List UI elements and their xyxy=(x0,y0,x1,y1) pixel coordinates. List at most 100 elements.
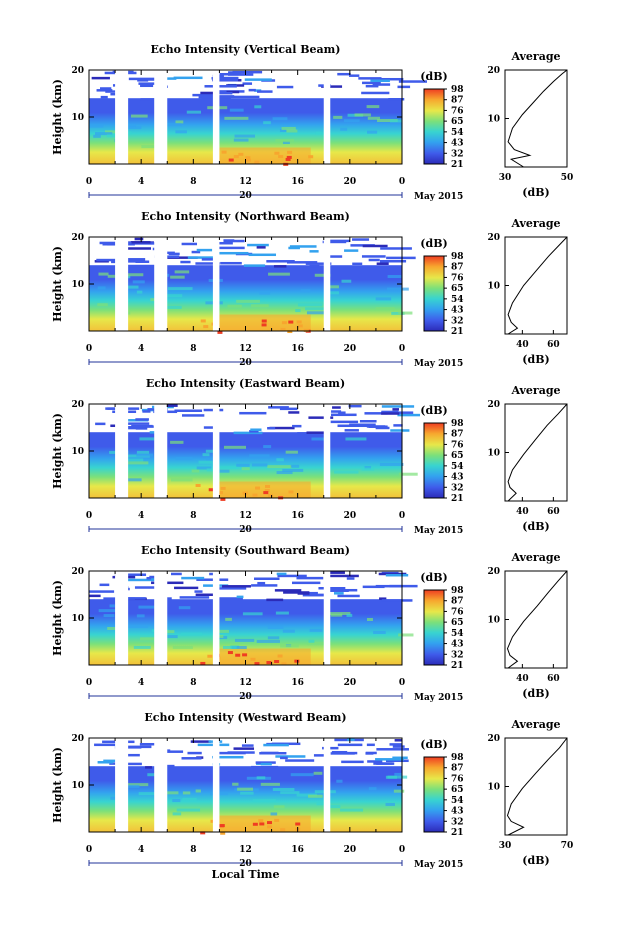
heatmap-cell xyxy=(397,85,411,89)
x-tick-label: 4 xyxy=(138,511,144,521)
heatmap-cell xyxy=(309,264,320,268)
month-label: May 2015 xyxy=(414,860,463,870)
heatmap-cell xyxy=(200,661,206,665)
heatmap-cell xyxy=(158,750,184,753)
heatmap-cell xyxy=(373,630,386,634)
chart-title: Echo Intensity (Vertical Beam) xyxy=(150,43,340,56)
heatmap-cell xyxy=(313,754,328,757)
heatmap-cell xyxy=(376,748,409,751)
heatmap-cell xyxy=(141,145,164,149)
heatmap-cell xyxy=(346,577,355,580)
heatmap-cell xyxy=(227,651,233,655)
x-axis-label: Local Time xyxy=(212,868,280,881)
heatmap-cell xyxy=(308,416,334,419)
heatmap-cell xyxy=(300,289,311,293)
heatmap-cell xyxy=(130,241,151,244)
heatmap-cell xyxy=(331,410,342,413)
heatmap-cell xyxy=(367,760,383,763)
colorbar-tick-label: 43 xyxy=(451,807,464,817)
heatmap-cell xyxy=(380,247,412,250)
heatmap-cell xyxy=(375,758,404,761)
chart-panel-3: Echo Intensity (Eastward Beam) 0 4 8 12 16 20 0… xyxy=(51,377,568,536)
heatmap-cell xyxy=(344,429,359,432)
heatmap-cell xyxy=(280,644,299,648)
heatmap-cell xyxy=(370,79,390,83)
profile-x-tick-label: 30 xyxy=(499,841,512,851)
heatmap-cell xyxy=(93,134,101,138)
data-gap xyxy=(323,237,331,331)
heatmap-cell xyxy=(309,250,319,253)
heatmap-cell xyxy=(280,756,288,760)
x-tick-label: 4 xyxy=(138,678,144,688)
heatmap-cell xyxy=(255,486,261,490)
heatmap-cell xyxy=(260,751,279,755)
heatmap-cell xyxy=(234,638,255,642)
month-label: May 2015 xyxy=(414,693,463,703)
heatmap-cell xyxy=(128,77,158,81)
heatmap-cell xyxy=(292,581,321,585)
heatmap-cell xyxy=(311,437,328,441)
heatmap-cell xyxy=(278,155,284,159)
heatmap-cell xyxy=(398,472,418,476)
heatmap-cell xyxy=(139,437,155,441)
heatmap-cell xyxy=(378,572,407,576)
heatmap-cell xyxy=(237,787,254,791)
chart-title: Echo Intensity (Westward Beam) xyxy=(144,711,346,724)
heatmap-cell xyxy=(195,789,201,793)
heatmap-cell xyxy=(161,77,177,80)
x-tick-label: 0 xyxy=(399,344,405,354)
heatmap-cell xyxy=(158,404,178,407)
heatmap-cell xyxy=(121,126,142,130)
heatmap-cell xyxy=(227,95,260,99)
heatmap-cell xyxy=(236,463,250,467)
profile-y-tick-label: 10 xyxy=(487,616,500,626)
heatmap-cell xyxy=(337,743,363,747)
heatmap-cell xyxy=(171,478,193,482)
y-tick-label: 10 xyxy=(71,113,84,123)
heatmap-cell xyxy=(263,121,271,125)
heatmap-cell xyxy=(329,611,351,615)
heatmap-cell xyxy=(255,761,276,764)
heatmap-cell xyxy=(107,626,117,630)
heatmap-cell xyxy=(224,116,249,120)
heatmap-cell xyxy=(95,132,113,136)
heatmap-cell xyxy=(239,411,267,415)
heatmap-cell xyxy=(260,762,272,766)
heatmap-cell xyxy=(348,404,362,408)
x-tick-label: 0 xyxy=(86,511,92,521)
profile-line xyxy=(507,69,568,168)
heatmap-cell xyxy=(130,114,148,118)
profile-x-tick-label: 40 xyxy=(516,674,529,684)
heatmap-cell xyxy=(196,248,213,252)
heatmap-cell xyxy=(252,822,258,826)
colorbar-tick-label: 21 xyxy=(451,661,464,671)
data-gap xyxy=(154,571,168,665)
heatmap-cell xyxy=(170,440,184,444)
y-tick-label: 10 xyxy=(71,614,84,624)
heatmap-cell xyxy=(200,91,215,95)
heatmap-cell xyxy=(362,585,385,589)
x-tick-label: 20 xyxy=(344,678,357,688)
heatmap-cell xyxy=(344,249,359,252)
heatmap-cell xyxy=(254,577,280,580)
profile-x-label: (dB) xyxy=(522,520,549,533)
heatmap-cell xyxy=(218,629,229,633)
heatmap-cell xyxy=(325,589,349,592)
heatmap-cell xyxy=(98,272,109,276)
heatmap-cell xyxy=(219,72,241,76)
colorbar-tick-label: 43 xyxy=(451,640,464,650)
heatmap-cell xyxy=(121,419,149,422)
heatmap-cell xyxy=(365,752,374,755)
profile-title: Average xyxy=(510,551,560,564)
heatmap-cell xyxy=(213,751,246,755)
heatmap-cell xyxy=(251,584,278,587)
heatmap-cell xyxy=(131,424,153,428)
heatmap-cell xyxy=(181,414,205,417)
heatmap-cell xyxy=(392,408,400,411)
heatmap-cell xyxy=(381,405,415,408)
colorbar-tick-label: 21 xyxy=(451,160,464,170)
heatmap-cell xyxy=(375,584,403,588)
heatmap-cell xyxy=(393,789,405,793)
heatmap-cell xyxy=(187,751,202,755)
